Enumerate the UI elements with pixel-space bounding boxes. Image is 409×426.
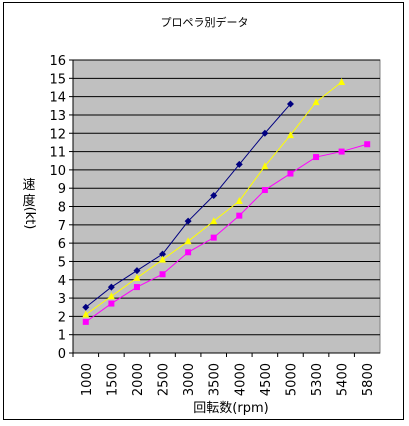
x-tick-label: 4000	[233, 363, 248, 396]
series-line	[85, 143, 368, 323]
y-tick-label: 10	[49, 164, 66, 179]
y-tick-label: 5	[58, 255, 66, 270]
y-tick-label: 11	[49, 146, 66, 161]
data-point	[210, 234, 217, 241]
data-point	[133, 284, 140, 291]
y-tick-label: 6	[58, 237, 66, 252]
chart-title: プロペラ別データ	[160, 16, 249, 29]
y-tick-label: 0	[58, 347, 66, 362]
data-point	[82, 318, 89, 325]
x-tick-label: 3000	[182, 363, 197, 396]
x-axis-label: 回転数(rpm)	[193, 401, 269, 416]
data-point	[261, 129, 269, 137]
data-point	[236, 212, 243, 219]
data-point	[364, 141, 371, 148]
y-tick-label: 12	[49, 127, 66, 142]
data-point	[210, 217, 218, 225]
data-point	[235, 160, 243, 168]
y-tick-label: 15	[49, 72, 66, 87]
data-point	[108, 300, 115, 307]
y-tick-label: 16	[49, 54, 66, 69]
data-point	[133, 267, 141, 275]
data-point	[210, 192, 218, 200]
y-tick-label: 1	[58, 329, 66, 344]
data-point	[312, 98, 320, 106]
data-point	[82, 310, 90, 318]
x-tick-label: 5000	[284, 363, 299, 396]
data-point	[286, 100, 294, 108]
data-point	[287, 170, 294, 177]
data-point	[235, 197, 243, 205]
x-tick-label: 5800	[361, 363, 376, 396]
x-tick-label: 1000	[80, 363, 95, 396]
data-point	[107, 283, 115, 291]
data-point	[286, 131, 294, 139]
y-tick-label: 7	[58, 219, 66, 234]
data-point	[133, 273, 141, 281]
y-tick-label: 8	[58, 201, 66, 216]
data-point	[159, 271, 166, 278]
y-tick-label: 4	[58, 274, 66, 289]
data-point	[338, 148, 345, 155]
x-tick-label: 5400	[336, 363, 351, 396]
x-tick-label: 4500	[259, 363, 274, 396]
data-point	[313, 154, 320, 161]
x-tick-label: 1500	[105, 363, 120, 396]
data-point	[159, 250, 167, 258]
y-tick-label: 14	[49, 91, 66, 106]
data-point	[184, 237, 192, 245]
data-point	[184, 217, 192, 225]
y-tick-label: 13	[49, 109, 66, 124]
data-point	[82, 303, 90, 311]
y-axis-label: 速度 (kt)	[22, 178, 37, 230]
data-point	[261, 187, 268, 194]
data-point	[338, 77, 346, 85]
data-point	[159, 255, 167, 263]
x-tick-label: 2500	[157, 363, 172, 396]
data-point	[185, 249, 192, 256]
y-tick-label: 3	[58, 292, 66, 307]
x-tick-label: 2000	[131, 363, 146, 396]
y-tick-label: 9	[58, 182, 66, 197]
data-point	[107, 292, 115, 300]
x-tick-label: 5300	[310, 363, 325, 396]
x-tick-label: 3500	[208, 363, 223, 396]
data-point	[261, 162, 269, 170]
y-tick-label: 2	[58, 310, 66, 325]
